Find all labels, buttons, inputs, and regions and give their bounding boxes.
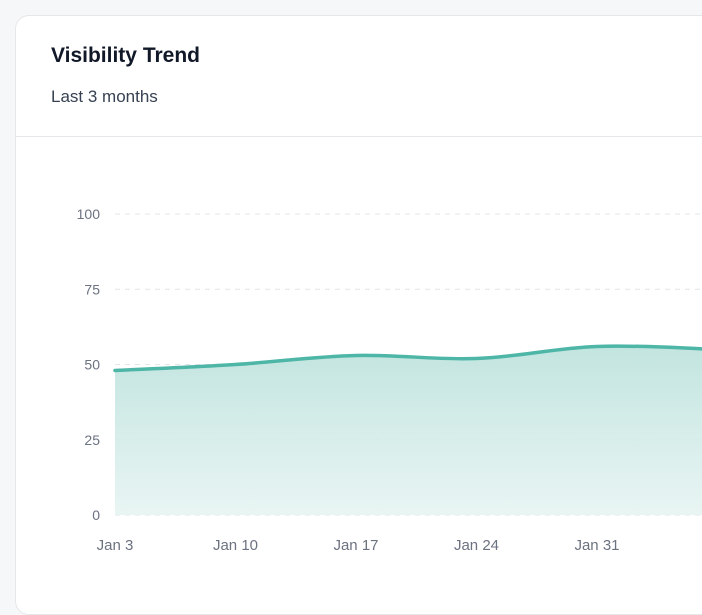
card-title: Visibility Trend (51, 44, 200, 68)
card-header: Visibility Trend Last 3 months (16, 16, 702, 137)
card-subtitle: Last 3 months (51, 87, 158, 107)
visibility-trend-card: Visibility Trend Last 3 months (15, 15, 702, 615)
